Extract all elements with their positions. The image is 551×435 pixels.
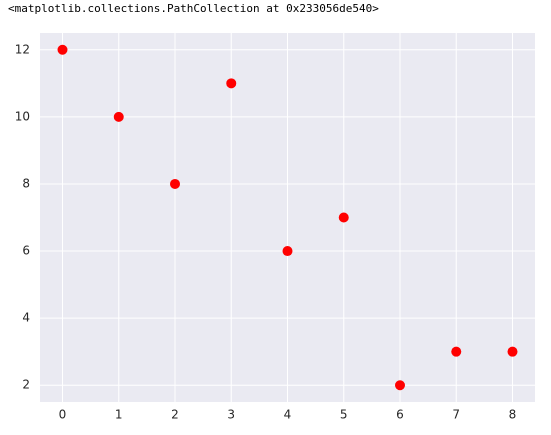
x-tick-label: 5 — [340, 408, 348, 422]
x-tick-label: 0 — [59, 408, 67, 422]
point — [507, 346, 518, 357]
x-tick-label: 3 — [227, 408, 235, 422]
y-tick-label: 8 — [22, 176, 30, 190]
point — [395, 380, 405, 391]
point — [282, 246, 293, 257]
point — [451, 346, 462, 357]
y-tick-label: 6 — [22, 244, 30, 258]
point — [226, 78, 237, 89]
x-tick-label: 6 — [396, 408, 404, 422]
x-tick-label: 2 — [171, 408, 179, 422]
y-tick-label: 2 — [22, 378, 30, 392]
x-tick-label: 1 — [115, 408, 123, 422]
point — [57, 44, 68, 55]
x-tick-label: 8 — [509, 408, 517, 422]
output-text: <matplotlib.collections.PathCollection a… — [8, 2, 379, 15]
point — [113, 111, 124, 122]
point — [338, 212, 349, 223]
y-tick-label: 10 — [15, 109, 30, 123]
y-tick-label: 4 — [22, 311, 30, 325]
point — [170, 178, 180, 189]
x-tick-label: 4 — [284, 408, 292, 422]
x-tick-label: 7 — [452, 408, 460, 422]
y-tick-label: 12 — [15, 42, 30, 56]
